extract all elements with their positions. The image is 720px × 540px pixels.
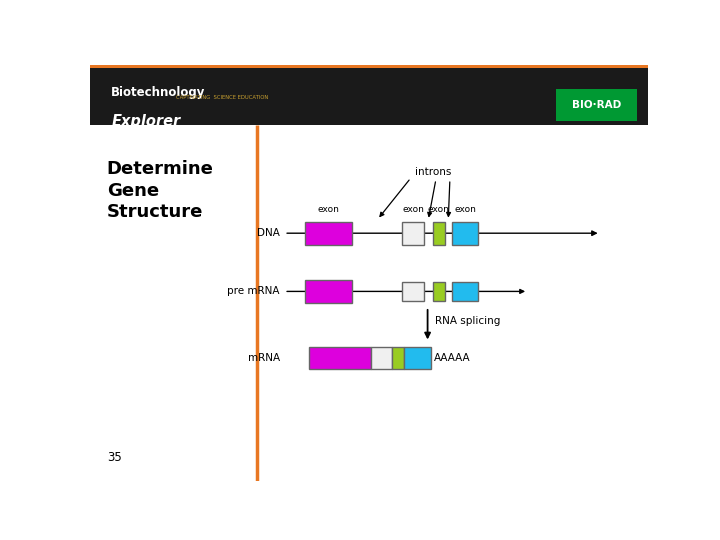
Bar [305, 222, 352, 245]
Bar [310, 347, 371, 369]
Text: Determine
Gene
Structure: Determine Gene Structure [107, 160, 214, 221]
Text: RNA splicing: RNA splicing [435, 315, 500, 326]
Text: Explorer: Explorer [111, 114, 181, 129]
Bar [433, 282, 445, 301]
Text: Biotechnology: Biotechnology [111, 86, 206, 99]
Bar [402, 222, 423, 245]
Text: 35: 35 [107, 451, 122, 464]
Bar [433, 222, 445, 245]
Text: exon: exon [428, 205, 450, 214]
Bar [371, 347, 392, 369]
Text: introns: introns [415, 167, 451, 177]
Text: exon: exon [318, 205, 340, 214]
FancyBboxPatch shape [90, 65, 648, 68]
Text: pre mRNA: pre mRNA [228, 286, 279, 296]
Text: mRNA: mRNA [248, 353, 279, 363]
FancyBboxPatch shape [90, 65, 648, 125]
Text: AAAAA: AAAAA [434, 353, 471, 363]
Text: BIO·RAD: BIO·RAD [572, 100, 621, 110]
Text: CAPTIVATING  SCIENCE EDUCATION: CAPTIVATING SCIENCE EDUCATION [176, 94, 269, 100]
Text: exon: exon [454, 205, 476, 214]
Bar [404, 347, 431, 369]
Bar [402, 282, 423, 301]
Bar [451, 282, 478, 301]
Text: DNA: DNA [257, 228, 279, 238]
Bar [451, 222, 478, 245]
Bar [305, 280, 352, 303]
FancyBboxPatch shape [556, 89, 637, 122]
Bar [392, 347, 404, 369]
Text: exon: exon [402, 205, 424, 214]
